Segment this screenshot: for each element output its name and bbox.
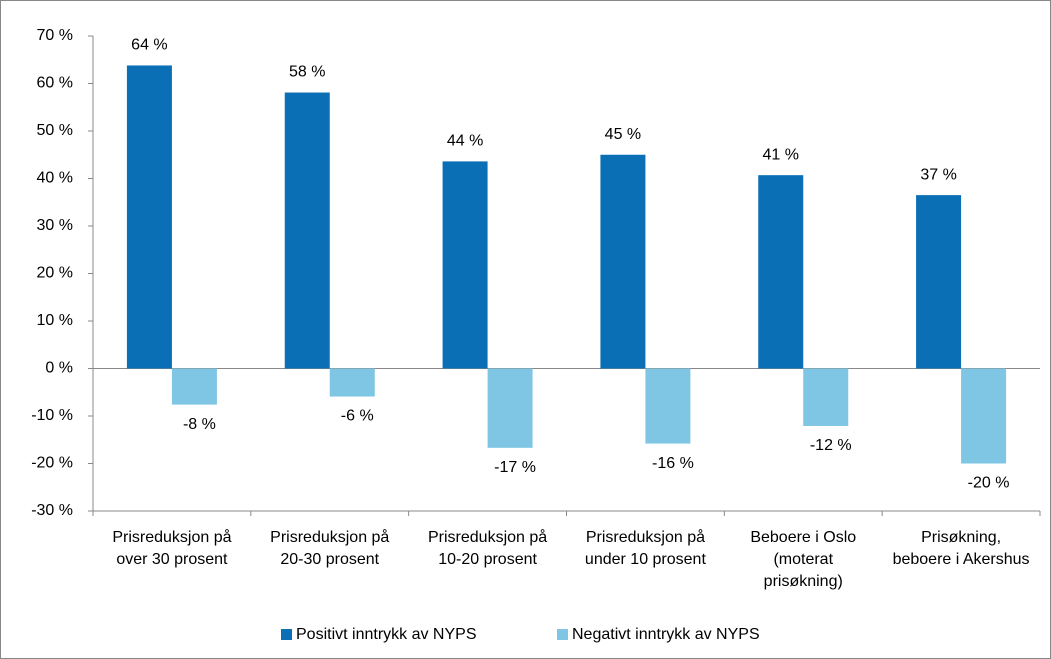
x-tick-label: Prisreduksjon på under 10 prosent — [585, 528, 707, 568]
value-label: -16 % — [652, 455, 694, 472]
y-tick-label: 30 % — [37, 217, 73, 234]
bar — [645, 368, 691, 444]
bar — [126, 65, 172, 369]
legend-swatch — [281, 629, 292, 640]
bar — [600, 154, 646, 369]
value-label: -8 % — [183, 416, 216, 433]
bar — [487, 368, 533, 448]
x-tick-label: Prisreduksjon på over 30 prosent — [112, 528, 231, 568]
y-tick-label: 60 % — [37, 75, 73, 92]
bar — [284, 92, 330, 369]
bar — [171, 368, 217, 405]
legend-label: Positivt inntrykk av NYPS — [296, 626, 477, 643]
y-tick-label: 50 % — [37, 122, 73, 139]
bar — [758, 175, 804, 369]
y-tick-label: 0 % — [45, 360, 73, 377]
value-label: 58 % — [289, 64, 325, 81]
bar — [329, 368, 375, 397]
y-tick-label: 10 % — [37, 312, 73, 329]
x-tick-label: Prisøkning, beboere i Akershus — [893, 529, 1030, 568]
value-label: -20 % — [968, 475, 1010, 492]
value-label: 44 % — [447, 133, 483, 150]
bar — [803, 368, 849, 426]
value-label: 64 % — [131, 37, 167, 54]
y-tick-label: -30 % — [31, 502, 73, 519]
x-tick-label: Prisreduksjon på 20-30 prosent — [270, 528, 389, 568]
bar — [961, 368, 1007, 464]
value-label: 37 % — [920, 166, 956, 183]
value-label: -6 % — [341, 408, 374, 425]
y-tick-label: -10 % — [31, 407, 73, 424]
x-tick-label: Prisreduksjon på 10-20 prosent — [428, 528, 547, 568]
y-tick-label: 20 % — [37, 265, 73, 282]
legend-label: Negativt inntrykk av NYPS — [572, 626, 760, 643]
value-label: 45 % — [605, 126, 641, 143]
value-label: -17 % — [494, 459, 536, 476]
bar — [442, 161, 488, 369]
y-tick-label: 40 % — [37, 170, 73, 187]
y-tick-label: -20 % — [31, 455, 73, 472]
legend-swatch — [557, 629, 568, 640]
value-label: 41 % — [763, 146, 799, 163]
value-label: -12 % — [810, 437, 852, 454]
bar — [916, 195, 962, 369]
x-tick-label: Beboere i Oslo (moterat prisøkning) — [750, 529, 856, 590]
y-tick-label: 70 % — [37, 27, 73, 44]
